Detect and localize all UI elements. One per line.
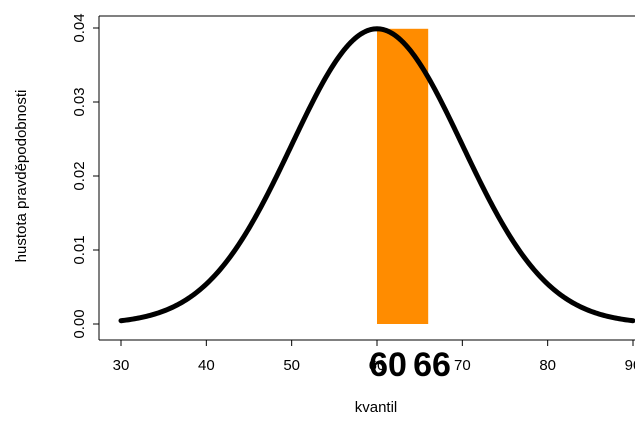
- y-axis: 0.00 0.01 0.02 0.03 0.04: [71, 13, 99, 339]
- x-tick-label: 50: [283, 357, 300, 374]
- annotation-high-value: 66: [413, 346, 451, 384]
- x-tick-label: 90: [625, 357, 635, 374]
- density-curve: [118, 26, 635, 324]
- y-axis-title: hustota pravděpodobnosti: [13, 90, 30, 263]
- y-tick-label: 0.01: [71, 235, 88, 264]
- x-axis: 30 40 50 60 70 80 90: [113, 340, 635, 374]
- x-tick-label: 80: [539, 357, 556, 374]
- y-tick-label: 0.03: [71, 87, 88, 116]
- y-tick-label: 0.00: [71, 309, 88, 338]
- curve-layer: [118, 26, 635, 324]
- x-tick-label: 60: [369, 357, 386, 374]
- x-tick-label: 30: [113, 357, 130, 374]
- shaded-region: [377, 28, 429, 324]
- x-tick-label: 70: [454, 357, 471, 374]
- x-tick-label: 40: [198, 357, 215, 374]
- x-axis-title: kvantil: [355, 399, 398, 416]
- y-tick-label: 0.04: [71, 13, 88, 42]
- plot-frame: [98, 15, 635, 341]
- annotation-low-value: 60: [369, 346, 407, 384]
- shaded-region-layer: [377, 28, 429, 324]
- y-tick-label: 0.02: [71, 161, 88, 190]
